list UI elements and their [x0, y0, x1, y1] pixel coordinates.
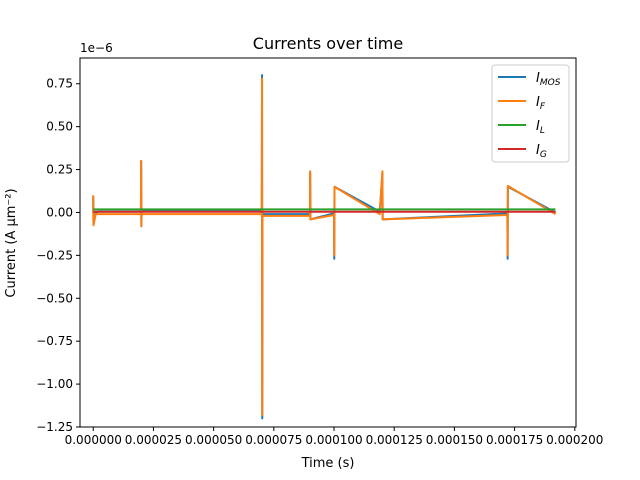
x-tick-label: 0.000175 — [486, 433, 543, 447]
y-offset-label: 1e−6 — [80, 41, 113, 55]
x-axis-label: Time (s) — [301, 456, 355, 471]
y-tick-label: 0.50 — [46, 120, 73, 134]
x-tick-label: 0.000150 — [426, 433, 483, 447]
y-tick-label: −1.25 — [36, 420, 73, 434]
legend-label-i-g: IG — [536, 143, 547, 160]
legend-label-i-f: IF — [536, 95, 546, 112]
chart-title: Currents over time — [253, 34, 403, 53]
y-axis-label: Current (A μm⁻²) — [4, 188, 19, 297]
legend-label-i-l: IL — [536, 119, 545, 136]
y-tick-label: −0.75 — [36, 334, 73, 348]
x-tick-label: 0.000050 — [185, 433, 242, 447]
legend-box — [491, 64, 570, 163]
x-tick-label: 0.000200 — [546, 433, 603, 447]
axes: 0.000000 0.000025 0.000050 0.000075 0.000100… — [36, 57, 603, 447]
x-tick-label: 0.000075 — [245, 433, 302, 447]
x-tick-label: 0.000000 — [65, 433, 122, 447]
x-tick-label: 0.000125 — [366, 433, 423, 447]
y-tick-label: −0.50 — [36, 291, 73, 305]
y-tick-label: −1.00 — [36, 377, 73, 391]
x-tick-label: 0.000100 — [305, 433, 362, 447]
legend: IMOS IF IL IG — [491, 64, 570, 163]
y-tick-label: 0.75 — [46, 77, 73, 91]
y-tick-label: 0.25 — [46, 163, 73, 177]
legend-label-i-mos: IMOS — [536, 71, 561, 88]
y-tick-label: 0.00 — [46, 205, 73, 219]
y-tick-label: −0.25 — [36, 248, 73, 262]
x-tick-label: 0.000025 — [125, 433, 182, 447]
axes-frame — [79, 57, 577, 428]
